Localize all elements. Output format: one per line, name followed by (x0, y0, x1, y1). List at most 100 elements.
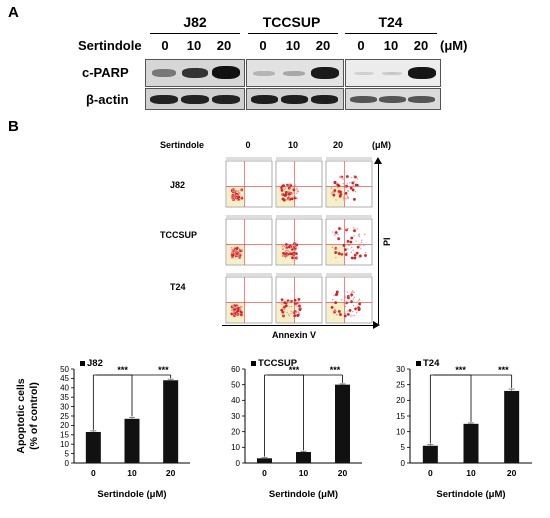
x-tick-label-3-1: 0 (428, 468, 433, 478)
bar-3-1 (422, 445, 438, 463)
flow-plot-r2-c1 (225, 215, 273, 266)
panel-a-label: A (8, 4, 19, 21)
dose-b-2: 10 (287, 140, 298, 150)
legend-label-3: T24 (423, 358, 440, 369)
y-tick-label-1-7: 35 (60, 393, 69, 402)
y-tick-label-1-9: 45 (60, 374, 69, 383)
blot-cparp-j82 (145, 59, 245, 87)
annexin-axis-label: Annexin V (272, 330, 317, 340)
underline-tccsup (248, 33, 338, 34)
flow-plot-r3-c2 (275, 273, 323, 324)
y-tick-label-2-0: 0 (236, 459, 241, 468)
sig-stars-3-2: *** (498, 365, 509, 375)
bar-2-2 (296, 452, 311, 463)
x-tick-label-2-3: 20 (338, 468, 348, 478)
x-axis-label-2: Sertindole (μM) (269, 489, 338, 500)
underline-j82 (150, 33, 240, 34)
annexin-arrow-head (373, 321, 380, 329)
flow-cytometry-grid (225, 157, 373, 324)
y-tick-label-3-3: 15 (396, 412, 405, 421)
blot-cparp-t24 (345, 59, 441, 87)
dose-a-1: 0 (161, 38, 169, 53)
pi-axis-label: PI (382, 237, 392, 246)
bar-1-3 (163, 380, 179, 463)
y-tick-label-3-0: 0 (401, 459, 406, 468)
flow-row-t24: T24 (170, 282, 186, 292)
row-label-bactin: β-actin (86, 92, 129, 107)
sertindole-label-a: Sertindole (78, 38, 142, 53)
x-tick-label-2-2: 10 (299, 468, 309, 478)
dose-a-6: 20 (315, 38, 331, 53)
cell-line-tccsup: TCCSUP (262, 14, 321, 30)
y-tick-label-1-4: 20 (60, 421, 69, 430)
y-tick-label-1-0: 0 (65, 459, 70, 468)
y-tick-label-1-5: 25 (60, 412, 69, 421)
unit-b: (μM) (372, 140, 391, 150)
blot-cparp-tccsup (246, 59, 344, 87)
flow-plot-r1-c3 (325, 157, 373, 208)
dose-a-9: 20 (413, 38, 429, 53)
sig-stars-2-2: *** (330, 365, 341, 375)
dose-a-8: 10 (383, 38, 399, 53)
flow-plot-r2-c2 (275, 215, 323, 266)
flow-plot-r1-c2 (275, 157, 323, 208)
blot-bactin-j82 (145, 88, 245, 110)
legend-swatch-2 (251, 361, 256, 366)
y-tick-label-1-2: 10 (60, 440, 69, 449)
row-label-cparp: c-PARP (82, 65, 129, 80)
x-axis-label-3: Sertindole (μM) (436, 489, 505, 500)
panel-b-label: B (8, 118, 19, 135)
dose-a-5: 10 (285, 38, 301, 53)
y-tick-label-3-5: 25 (396, 380, 405, 389)
flow-plot-r3-c3 (325, 273, 373, 324)
bar-3-2 (463, 423, 479, 463)
y-axis-label-1: Apoptotic cells (15, 378, 27, 453)
legend-label-1: J82 (87, 358, 103, 369)
flow-row-j82: J82 (170, 180, 186, 190)
sertindole-label-b: Sertindole (160, 140, 205, 150)
dose-a-4: 0 (259, 38, 267, 53)
x-axis-label-1: Sertindole (μM) (97, 489, 166, 500)
pi-arrow-head (374, 157, 382, 164)
y-tick-label-3-2: 10 (396, 427, 405, 436)
blot-bactin-tccsup (246, 88, 344, 110)
x-tick-label-1-2: 10 (127, 468, 137, 478)
sig-stars-3-1: *** (455, 365, 466, 375)
legend-swatch-3 (416, 361, 421, 366)
y-tick-label-1-10: 50 (60, 365, 69, 374)
sig-stars-2-1: *** (289, 365, 300, 375)
dose-b-1: 0 (245, 140, 251, 150)
x-tick-label-1-3: 20 (166, 468, 176, 478)
x-tick-label-1-1: 0 (91, 468, 96, 478)
dose-a-3: 20 (216, 38, 232, 53)
y-tick-label-2-5: 50 (231, 380, 240, 389)
y-tick-label-1-3: 15 (60, 431, 69, 440)
dose-b-3: 20 (332, 140, 343, 150)
y-tick-label-1-8: 40 (60, 384, 69, 393)
bar-3-3 (504, 390, 520, 463)
unit-a: (μM) (440, 38, 468, 53)
y-tick-label-3-1: 5 (401, 443, 406, 452)
y-axis-label2-1: (% of control) (28, 382, 40, 450)
cell-line-j82: J82 (183, 14, 207, 30)
y-tick-label-3-6: 30 (396, 365, 405, 374)
x-tick-label-3-2: 10 (466, 468, 476, 478)
y-tick-label-3-4: 20 (396, 396, 405, 405)
y-tick-label-2-3: 30 (231, 412, 240, 421)
y-tick-label-2-6: 60 (231, 365, 240, 374)
y-tick-label-2-4: 40 (231, 396, 240, 405)
sig-stars-1-1: *** (117, 365, 128, 375)
x-tick-label-3-3: 20 (507, 468, 517, 478)
y-tick-label-2-2: 20 (231, 427, 240, 436)
chart-3: 0 5 10 15 20 25 30 0 10 20 *** *** T24 Sertindole (μM… (396, 358, 532, 500)
flow-row-tccsup: TCCSUP (160, 230, 198, 240)
bar-1-1 (85, 431, 101, 463)
bar-2-3 (335, 384, 350, 463)
y-tick-label-2-1: 10 (231, 443, 240, 452)
sig-stars-1-2: *** (158, 365, 169, 375)
bar-1-2 (124, 418, 140, 463)
pi-axis-arrow (378, 162, 379, 324)
